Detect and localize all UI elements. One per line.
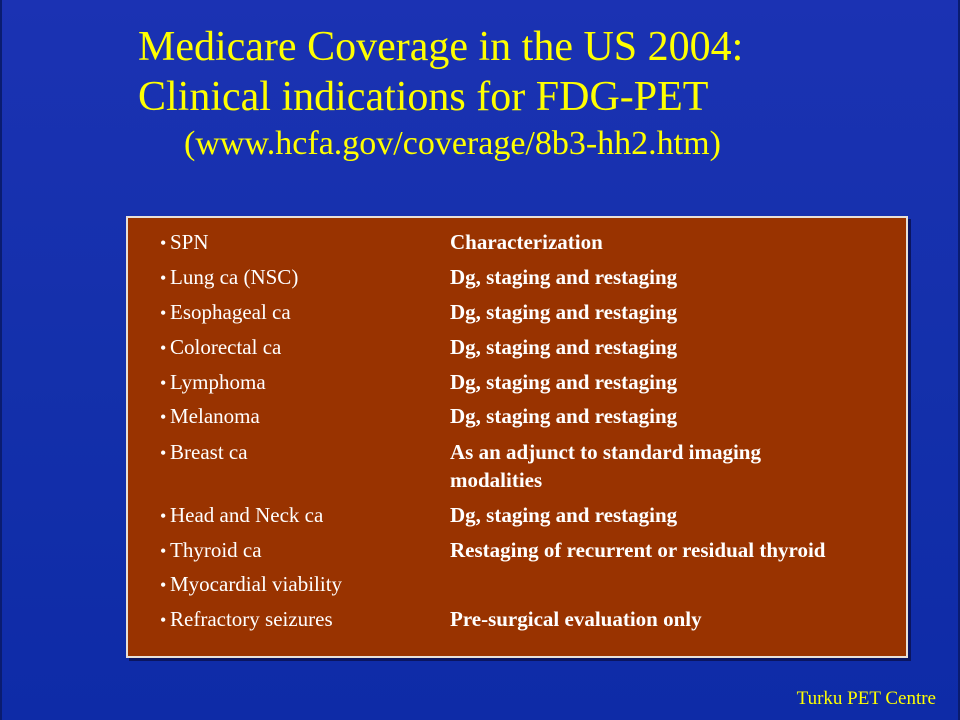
coverage-text: Dg, staging and restaging bbox=[450, 370, 678, 394]
indication-item: • Lung ca (NSC) bbox=[160, 263, 298, 292]
indication-label: Colorectal ca bbox=[170, 335, 282, 359]
coverage-text: Dg, staging and restaging bbox=[450, 335, 678, 359]
coverage-text: Dg, staging and restaging bbox=[450, 503, 678, 527]
indication-label: Refractory seizures bbox=[170, 607, 333, 631]
indication-item: • Melanoma bbox=[160, 402, 260, 431]
coverage-text: Pre-surgical evaluation only bbox=[450, 607, 702, 631]
bullet-icon: • bbox=[160, 338, 167, 358]
indications-panel: • SPN • Lung ca (NSC) • Esophageal ca • Colo… bbox=[126, 216, 908, 658]
indication-label: Myocardial viability bbox=[170, 572, 343, 596]
indication-item: • Head and Neck ca bbox=[160, 501, 323, 530]
coverage-text: Dg, staging and restaging bbox=[450, 265, 678, 289]
indication-item: • Refractory seizures bbox=[160, 605, 333, 634]
bullet-icon: • bbox=[160, 506, 167, 526]
bullet-icon: • bbox=[160, 443, 167, 463]
bullet-icon: • bbox=[160, 233, 167, 253]
indication-item: • Breast ca bbox=[160, 438, 248, 467]
coverage-text: Dg, staging and restaging bbox=[450, 404, 678, 428]
bullet-icon: • bbox=[160, 407, 167, 427]
indication-label: Thyroid ca bbox=[170, 538, 262, 562]
title-line-2: Clinical indications for FDG-PET bbox=[138, 74, 709, 120]
indication-label: Lymphoma bbox=[170, 370, 266, 394]
bullet-icon: • bbox=[160, 268, 167, 288]
bullet-icon: • bbox=[160, 575, 167, 595]
title-url: (www.hcfa.gov/coverage/8b3-hh2.htm) bbox=[184, 125, 721, 162]
indication-label: Head and Neck ca bbox=[170, 503, 324, 527]
coverage-text: modalities bbox=[450, 468, 543, 492]
indication-label: SPN bbox=[170, 230, 209, 254]
coverage-text: Restaging of recurrent or residual thyro… bbox=[450, 538, 826, 562]
indication-item: • SPN bbox=[160, 228, 209, 257]
indication-item: • Thyroid ca bbox=[160, 536, 262, 565]
indication-item: • Lymphoma bbox=[160, 368, 266, 397]
indication-item: • Colorectal ca bbox=[160, 333, 281, 362]
indication-label: Breast ca bbox=[170, 440, 248, 464]
bullet-icon: • bbox=[160, 610, 167, 630]
indication-label: Esophageal ca bbox=[170, 300, 291, 324]
indication-label: Melanoma bbox=[170, 404, 260, 428]
bullet-icon: • bbox=[160, 541, 167, 561]
coverage-text: Characterization bbox=[450, 230, 603, 254]
coverage-text: As an adjunct to standard imaging bbox=[450, 440, 761, 464]
indication-item: • Esophageal ca bbox=[160, 298, 291, 327]
title-line-1: Medicare Coverage in the US 2004: bbox=[138, 24, 744, 70]
footer-credit: Turku PET Centre bbox=[796, 688, 936, 709]
coverage-text: Dg, staging and restaging bbox=[450, 300, 678, 324]
indication-item: • Myocardial viability bbox=[160, 570, 342, 599]
indication-label: Lung ca (NSC) bbox=[170, 265, 299, 289]
bullet-icon: • bbox=[160, 373, 167, 393]
bullet-icon: • bbox=[160, 303, 167, 323]
slide-title: Medicare Coverage in the US 2004: Clinic… bbox=[138, 22, 898, 166]
